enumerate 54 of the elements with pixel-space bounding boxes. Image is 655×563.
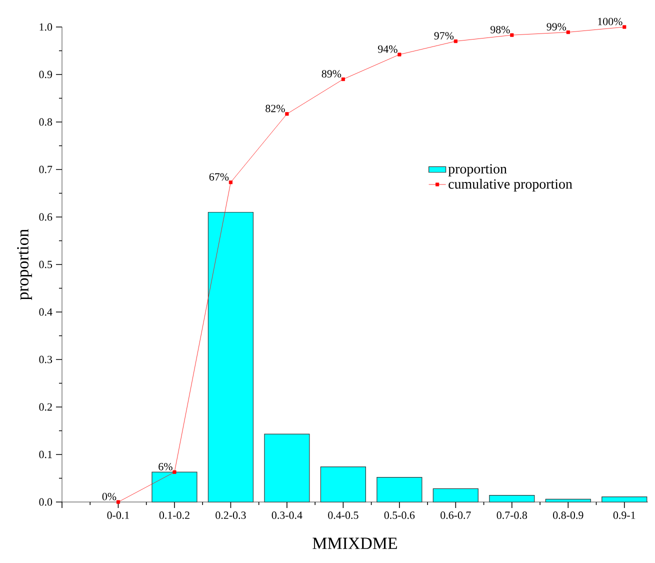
data-label: 94% — [378, 45, 398, 53]
point — [116, 500, 120, 504]
point — [341, 77, 345, 82]
data-label: 97% — [434, 32, 454, 40]
data-label: 67% — [209, 173, 229, 181]
y-tick-label: 1.0 — [40, 23, 52, 31]
data-label: 6% — [158, 462, 172, 470]
data-label: 0% — [102, 492, 116, 500]
point — [454, 39, 458, 44]
x-tick-label: 0.6-0.7 — [440, 512, 471, 519]
bar — [264, 434, 310, 502]
x-tick-label: 0.4-0.5 — [328, 512, 358, 519]
x-tick-label: 0.3-0.4 — [272, 512, 302, 519]
x-tick-label: 0.1-0.2 — [159, 512, 190, 519]
bar — [602, 496, 648, 502]
x-tick-label: 0.2-0.3 — [216, 512, 246, 519]
point — [172, 470, 176, 474]
y-tick-label: 0.4 — [39, 308, 52, 316]
bar — [208, 212, 254, 502]
point — [622, 25, 626, 29]
y-tick-label: 0.2 — [39, 403, 52, 411]
bar — [152, 472, 198, 502]
y-tick-label: 0.7 — [39, 166, 52, 174]
y-tick-label: 0.8 — [39, 118, 52, 126]
y-tick-label: 0.3 — [39, 356, 52, 364]
y-tick-label: 0.1 — [39, 450, 52, 458]
legend-label: proportion — [448, 164, 507, 176]
point — [285, 112, 289, 116]
data-label: 98% — [490, 26, 510, 34]
point — [398, 52, 402, 56]
x-tick-label: 0.5-0.6 — [384, 512, 415, 519]
data-label: 82% — [266, 104, 285, 112]
bar — [432, 488, 478, 502]
legend-label: cumulative proportion — [448, 178, 572, 192]
x-tick-label: 0.8-0.9 — [553, 512, 584, 519]
point — [228, 180, 233, 184]
data-label: 100% — [598, 18, 622, 26]
bar — [545, 498, 591, 502]
x-tick-label: 0.9-1 — [613, 512, 636, 519]
data-label: 99% — [546, 23, 566, 31]
x-axis-title: MMIXDME — [312, 538, 397, 549]
y-axis-title: proportion — [17, 228, 32, 300]
data-label: 89% — [322, 70, 342, 78]
x-tick-label: 0.7-0.8 — [496, 512, 528, 519]
y-tick-label: 0.5 — [39, 260, 52, 268]
bar — [489, 495, 535, 502]
y-tick-label: 0.6 — [39, 213, 52, 221]
y-tick-label: 0.0 — [39, 498, 52, 506]
bar — [376, 476, 422, 502]
y-tick-label: 0.9 — [39, 70, 52, 78]
point — [510, 33, 514, 37]
x-tick-label: 0-0.1 — [107, 512, 129, 519]
point — [566, 30, 570, 34]
bar — [320, 466, 366, 502]
